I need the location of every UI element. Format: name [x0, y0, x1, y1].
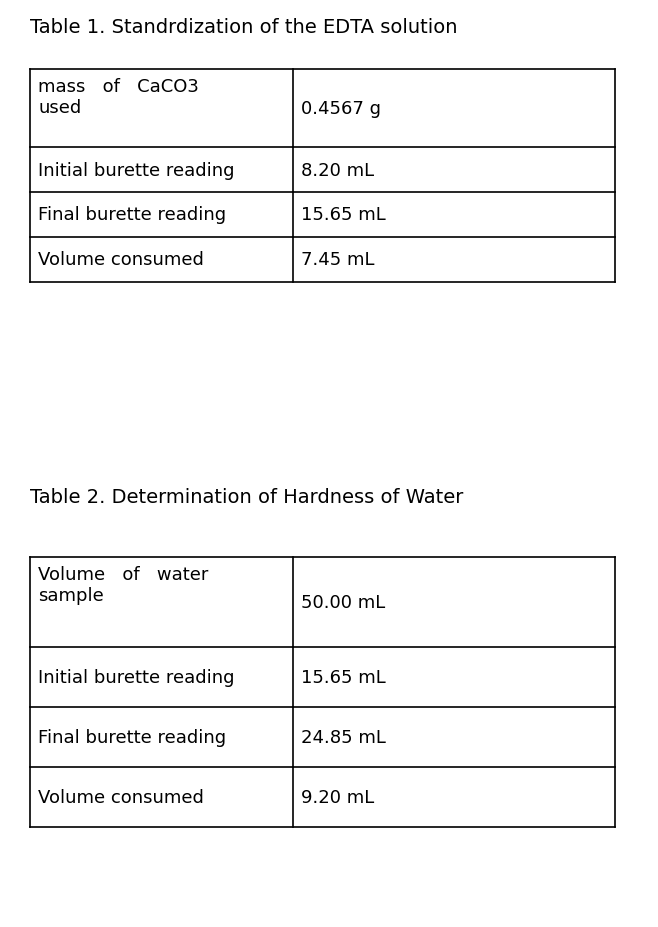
- Text: 7.45 mL: 7.45 mL: [301, 251, 374, 269]
- Text: Table 2. Determination of Hardness of Water: Table 2. Determination of Hardness of Wa…: [30, 488, 463, 506]
- Text: Table 1. Standrdization of the EDTA solution: Table 1. Standrdization of the EDTA solu…: [30, 18, 457, 37]
- Text: Volume consumed: Volume consumed: [38, 788, 204, 806]
- Text: 9.20 mL: 9.20 mL: [301, 788, 374, 806]
- Text: mass   of   CaCO3
used: mass of CaCO3 used: [38, 78, 199, 117]
- Text: Volume consumed: Volume consumed: [38, 251, 204, 269]
- Text: Final burette reading: Final burette reading: [38, 207, 226, 224]
- Text: 15.65 mL: 15.65 mL: [301, 207, 386, 224]
- Text: 8.20 mL: 8.20 mL: [301, 161, 374, 179]
- Text: 50.00 mL: 50.00 mL: [301, 593, 385, 611]
- Text: Volume   of   water
sample: Volume of water sample: [38, 565, 209, 604]
- Text: Final burette reading: Final burette reading: [38, 729, 226, 746]
- Text: Initial burette reading: Initial burette reading: [38, 668, 234, 686]
- Text: 15.65 mL: 15.65 mL: [301, 668, 386, 686]
- Text: 0.4567 g: 0.4567 g: [301, 100, 381, 118]
- Text: Initial burette reading: Initial burette reading: [38, 161, 234, 179]
- Text: 24.85 mL: 24.85 mL: [301, 729, 386, 746]
